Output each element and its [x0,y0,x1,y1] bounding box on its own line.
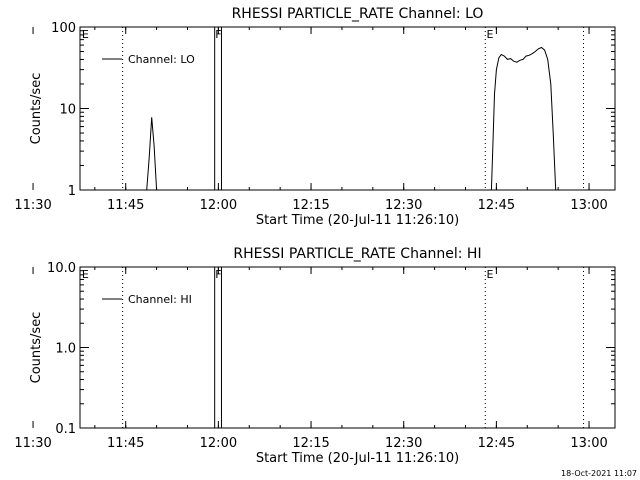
chart-panel-1: RHESSI PARTICLE_RATE Channel: LO 11:30 11:… [14,6,616,228]
y-tick-label: 10 [59,103,76,118]
plot-frame [79,266,616,429]
y-tick-label: 1.0 [55,342,76,357]
event-marker: E [82,268,89,281]
legend-label: Channel: HI [128,293,192,306]
chart-title: RHESSI PARTICLE_RATE Channel: HI [233,246,481,262]
footer-timestamp: 18-Oct-2021 11:07 [561,469,637,478]
x-tick-label: 12:45 [478,436,515,451]
x-axis-label: Start Time (20-Jul-11 11:26:10) [256,451,459,466]
event-marker: E [487,28,494,41]
x-tick-label: 11:45 [107,436,144,451]
x-tick-label: 12:00 [200,436,237,451]
y-tick-label: 100 [51,21,76,36]
y-axis-label: Counts/sec [29,312,44,384]
chart-panel-2: RHESSI PARTICLE_RATE Channel: HI 11:30 11:… [14,246,616,466]
series-line-segment [146,117,158,191]
y-tick-label: 10.0 [47,261,76,276]
legend-label: Channel: LO [128,53,195,66]
y-axis-label: Counts/sec [29,73,44,145]
x-tick-label: 13:00 [570,436,607,451]
x-tick-label: 12:15 [292,436,329,451]
event-marker: F [215,28,221,41]
x-tick-label: 12:45 [478,198,515,213]
x-tick-label: 11:30 [14,436,51,451]
y-tick-label: 1 [68,184,76,199]
x-tick-label: 11:45 [107,198,144,213]
event-marker: F [215,268,221,281]
series-line-segment [490,46,557,191]
x-tick-label: 12:30 [385,198,422,213]
y-tick-label: 0.1 [55,422,76,437]
event-marker: E [82,28,89,41]
x-tick-label: 11:30 [14,198,51,213]
x-tick-label: 12:30 [385,436,422,451]
event-marker: E [487,268,494,281]
x-tick-label: 12:00 [200,198,237,213]
x-tick-label: 12:15 [292,198,329,213]
chart-title: RHESSI PARTICLE_RATE Channel: LO [232,6,484,22]
x-tick-label: 13:00 [570,198,607,213]
x-axis-label: Start Time (20-Jul-11 11:26:10) [256,213,459,228]
